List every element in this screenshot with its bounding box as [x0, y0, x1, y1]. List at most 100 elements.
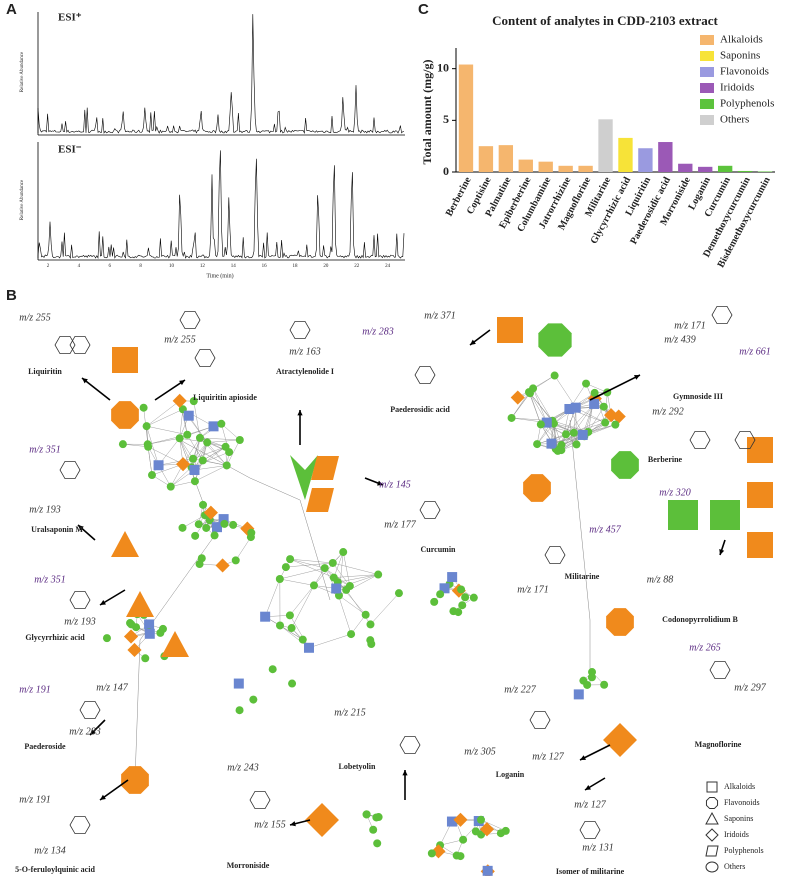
node [290, 455, 318, 500]
fragment-label: m/z 243 [227, 762, 258, 773]
molecule-ring [709, 660, 731, 680]
bar [498, 145, 514, 172]
node [572, 440, 581, 449]
legend-label: Alkaloids [724, 782, 755, 791]
edge [332, 562, 351, 587]
node [210, 531, 219, 540]
node [510, 390, 525, 405]
node [118, 440, 127, 449]
edge [265, 616, 303, 640]
bar [757, 171, 773, 172]
arrow [589, 374, 641, 401]
legend-label: Saponins [724, 814, 753, 823]
node [233, 678, 244, 689]
fragment-label: m/z 147 [96, 682, 128, 693]
fragment-label: m/z 193 [29, 504, 60, 515]
fragment-label: m/z 457 [589, 524, 621, 535]
bar [538, 161, 553, 172]
fragment-label: m/z 320 [659, 487, 690, 498]
edge [575, 407, 577, 445]
node [144, 619, 155, 630]
molecule-ring [249, 790, 271, 810]
node [471, 827, 480, 836]
node [235, 706, 244, 715]
node [143, 440, 152, 449]
edge [569, 419, 591, 621]
legend-shape [705, 828, 719, 842]
edge [147, 438, 180, 445]
edge [299, 499, 331, 601]
node [573, 689, 584, 700]
compound-name: Glycyrrhizic acid [25, 633, 85, 642]
node [541, 417, 552, 428]
node [260, 611, 271, 622]
edge [193, 401, 201, 438]
fragment-label: m/z 283 [362, 326, 393, 337]
panel-label: C [418, 1, 429, 18]
x-tick-label: 12 [200, 264, 206, 269]
node [588, 668, 597, 677]
edge [332, 562, 379, 575]
fragment-label: m/z 439 [664, 334, 695, 345]
edge [170, 481, 195, 487]
node [436, 590, 445, 599]
fragment-label: m/z 292 [652, 406, 683, 417]
arrow [81, 377, 111, 401]
fragment-label: m/z 177 [384, 519, 416, 530]
fragment-label: m/z 88 [647, 574, 673, 585]
edge [370, 593, 400, 625]
node [457, 585, 466, 594]
node [369, 825, 378, 834]
node [430, 597, 439, 606]
edge [308, 633, 352, 648]
node [599, 402, 608, 411]
edge [148, 446, 184, 465]
node [454, 608, 463, 617]
legend-label: Alkaloids [720, 34, 763, 46]
node [524, 388, 533, 397]
node [190, 477, 199, 486]
molecule-ring [69, 815, 91, 835]
edge [264, 578, 281, 617]
node [374, 570, 383, 579]
node [183, 430, 192, 439]
fragment-label: m/z 193 [64, 616, 95, 627]
node [479, 822, 495, 837]
x-tick-label: 20 [323, 264, 329, 269]
node [303, 642, 314, 653]
node [112, 347, 138, 373]
bar [558, 165, 573, 172]
fragment-label: m/z 131 [582, 842, 613, 853]
node [564, 404, 575, 415]
y-axis-label: Total amount (mg/g) [420, 60, 434, 165]
node [604, 408, 619, 423]
chart-title: Content of analytes in CDD-2103 extract [492, 13, 718, 28]
node [606, 608, 634, 636]
legend-swatch [700, 99, 714, 109]
edge [146, 400, 180, 427]
node [231, 556, 240, 565]
edge [199, 437, 240, 441]
node [362, 810, 371, 819]
arrow-head [580, 755, 586, 760]
edge [182, 515, 206, 529]
legend-swatch [700, 83, 714, 93]
compound-name: Liquiritin apioside [193, 393, 257, 402]
node [394, 589, 403, 598]
bar [518, 159, 533, 172]
edge [179, 438, 194, 459]
fragment-label: m/z 163 [289, 346, 320, 357]
node [339, 548, 348, 557]
legend-label: Others [724, 862, 745, 871]
molecule-ring [59, 460, 81, 480]
x-tick-label: 10 [169, 264, 175, 269]
fragment-label: m/z 127 [532, 751, 564, 762]
edge [511, 391, 530, 419]
node [361, 610, 370, 619]
node [178, 523, 187, 532]
edge [226, 439, 240, 466]
x-tick-label: 22 [354, 264, 360, 269]
molecule-ring [179, 310, 201, 330]
node [747, 482, 773, 508]
node [469, 593, 478, 602]
